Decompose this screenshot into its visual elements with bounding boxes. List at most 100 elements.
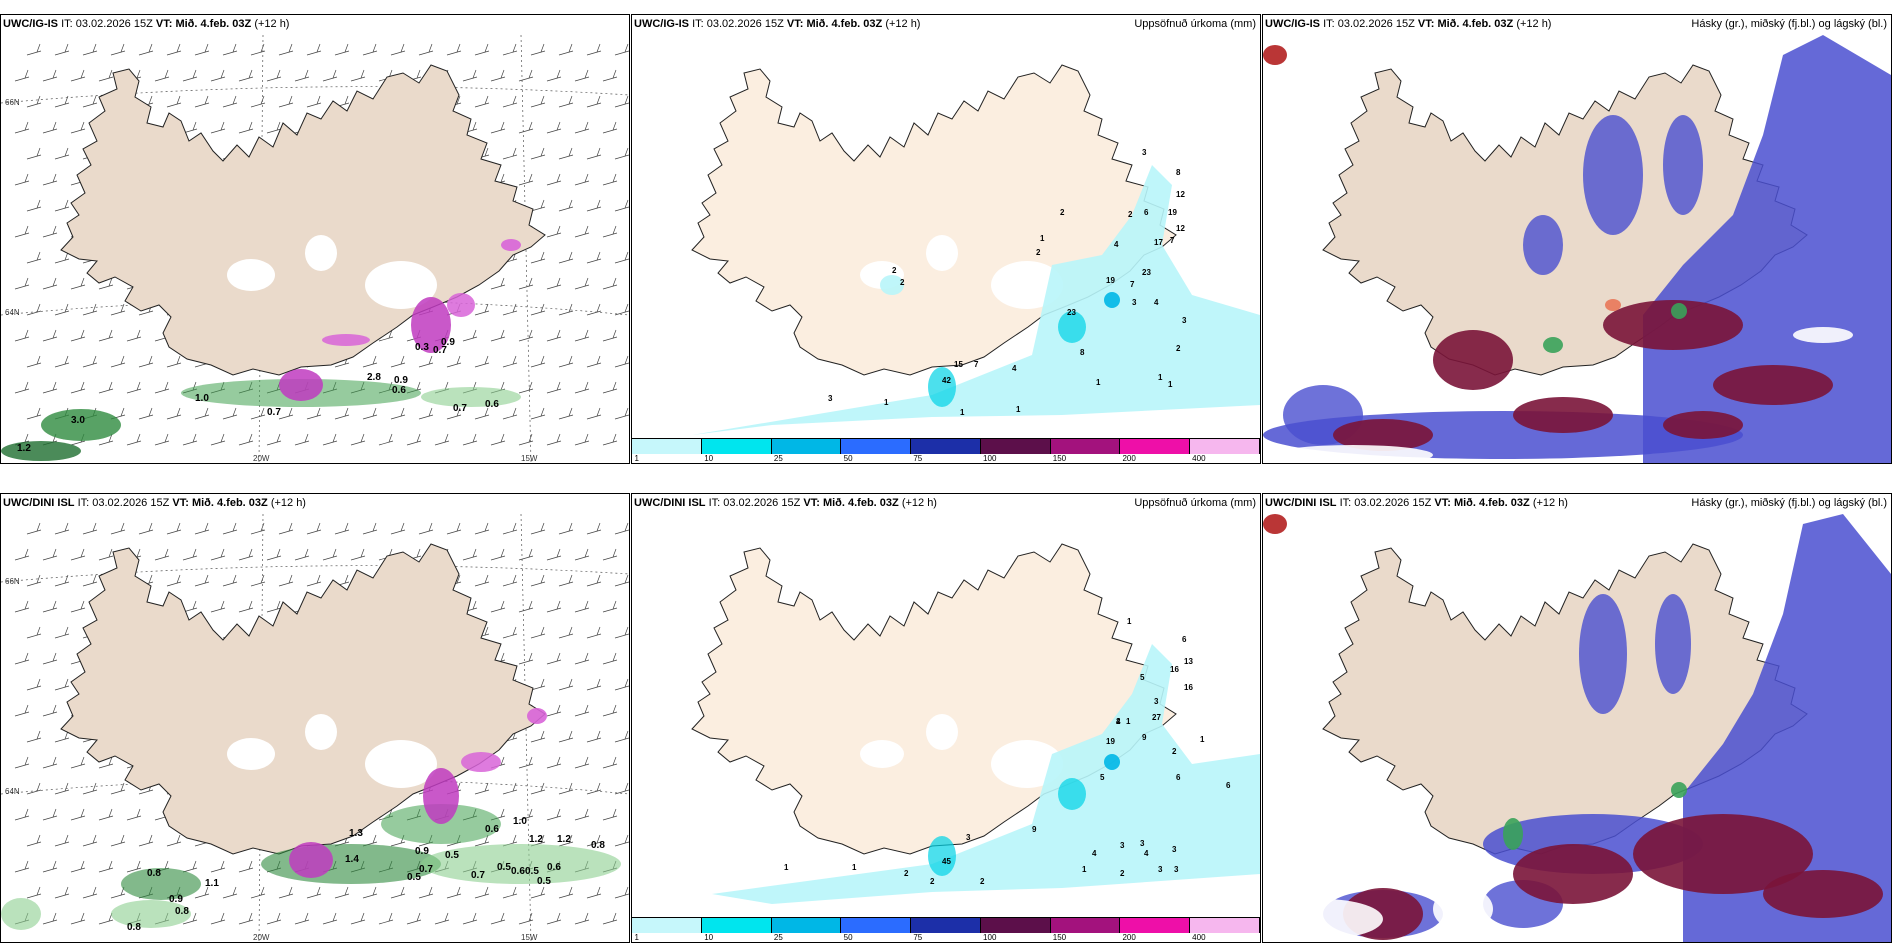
value-label: 4 xyxy=(1012,364,1017,373)
colorbar-label: 200 xyxy=(1122,454,1136,463)
svg-text:66N: 66N xyxy=(5,577,20,586)
value-label: 6 xyxy=(1176,773,1181,782)
value-label: 1 xyxy=(1158,373,1163,382)
value-label: 3.0 xyxy=(71,415,85,426)
value-label: 1.3 xyxy=(349,828,363,839)
value-label: 16 xyxy=(1170,665,1179,674)
panel-right-title: Uppsöfnuð úrkoma (mm) xyxy=(1134,497,1256,509)
svg-text:15W: 15W xyxy=(521,454,538,463)
colorbar-swatch xyxy=(1190,439,1260,454)
colorbar-label: 25 xyxy=(773,454,783,463)
value-label: 23 xyxy=(1067,308,1076,317)
map-clouds-igis xyxy=(1263,35,1891,463)
value-label: 15 xyxy=(954,360,963,369)
colorbar-label: 400 xyxy=(1192,454,1206,463)
colorbar-swatch xyxy=(771,918,842,933)
svg-text:64N: 64N xyxy=(5,308,20,317)
colorbar-label: 100 xyxy=(983,933,997,942)
value-label: 0.7 xyxy=(471,870,485,881)
value-label: 3 xyxy=(966,833,971,842)
value-label: 9 xyxy=(1142,733,1147,742)
panel-title: UWC/DINI ISL IT: 03.02.2026 15Z VT: Mið.… xyxy=(634,497,937,509)
value-label: 3 xyxy=(1174,865,1179,874)
value-label: 3 xyxy=(1158,865,1163,874)
colorbar-swatch xyxy=(1120,918,1191,933)
colorbar-swatch xyxy=(911,918,981,933)
colorbar-swatch xyxy=(1050,918,1121,933)
colorbar-swatch xyxy=(632,439,702,454)
colorbar-swatch xyxy=(632,918,702,933)
value-label: 1 xyxy=(1040,234,1045,243)
colorbar-label: 75 xyxy=(913,454,923,463)
map-clouds-dini xyxy=(1263,514,1891,942)
value-label: 0.7 xyxy=(419,864,433,875)
value-label: 0.5 xyxy=(407,872,421,883)
value-label: 0.7 xyxy=(453,403,467,414)
value-label: 2 xyxy=(1116,717,1121,726)
value-label: 23 xyxy=(1142,268,1151,277)
value-label: 2 xyxy=(1176,344,1181,353)
value-label: 1 xyxy=(1096,378,1101,387)
colorbar-label: 100 xyxy=(983,454,997,463)
colorbar-label: 10 xyxy=(704,454,714,463)
value-label: 0.9 xyxy=(441,337,455,348)
value-label: 12 xyxy=(1176,224,1185,233)
value-label: 0.6 xyxy=(392,385,406,396)
value-label: 2 xyxy=(980,877,985,886)
colorbar-swatch xyxy=(980,918,1051,933)
colorbar-swatch xyxy=(1120,439,1191,454)
value-label: 7 xyxy=(1170,236,1175,245)
value-label: 0.6 xyxy=(485,824,499,835)
colorbar-swatch xyxy=(1190,918,1260,933)
value-label: 9 xyxy=(1032,825,1037,834)
value-label: 0.8 xyxy=(147,868,161,879)
colorbar-swatch xyxy=(771,439,842,454)
value-label: 1.2 xyxy=(17,443,31,454)
panel-clouds-igis: UWC/IG-IS IT: 03.02.2026 15Z VT: Mið. 4.… xyxy=(1262,14,1892,464)
value-label: 0.8 xyxy=(591,840,605,851)
value-label: 19 xyxy=(1106,737,1115,746)
value-label: 4 xyxy=(1154,298,1159,307)
value-label: 3 xyxy=(1140,839,1145,848)
value-label: 0.5 xyxy=(537,876,551,887)
value-label: 0.9 xyxy=(415,846,429,857)
value-label: 6 xyxy=(1182,635,1187,644)
panel-title: UWC/IG-IS IT: 03.02.2026 15Z VT: Mið. 4.… xyxy=(3,18,290,30)
panel-icing-dini: UWC/DINI ISL IT: 03.02.2026 15Z VT: Mið.… xyxy=(0,493,630,943)
value-label: 5 xyxy=(1100,773,1105,782)
colorbar-swatch xyxy=(701,439,772,454)
svg-text:66N: 66N xyxy=(5,98,20,107)
value-label: 1.2 xyxy=(557,834,571,845)
value-label: 4 xyxy=(1092,849,1097,858)
value-label: 0.6 xyxy=(511,866,525,877)
value-label: 3 xyxy=(1172,845,1177,854)
colorbar-label: 25 xyxy=(773,933,783,942)
value-label: 1 xyxy=(1168,380,1173,389)
value-label: 1.1 xyxy=(205,878,219,889)
value-label: 4 xyxy=(1144,849,1149,858)
panel-precip-igis: UWC/IG-IS IT: 03.02.2026 15Z VT: Mið. 4.… xyxy=(631,14,1261,464)
precip-colorbar: 1 10 25 50 75 100 150 200 400 xyxy=(632,438,1260,463)
colorbar-swatch xyxy=(1050,439,1121,454)
value-label: 19 xyxy=(1168,208,1177,217)
panel-title: UWC/DINI ISL IT: 03.02.2026 15Z VT: Mið.… xyxy=(1265,497,1568,509)
value-label: 4 xyxy=(1116,717,1121,726)
svg-text:20W: 20W xyxy=(253,454,270,463)
value-label: 3 xyxy=(1154,697,1159,706)
value-label: 1 xyxy=(852,863,857,872)
colorbar-swatch xyxy=(980,439,1051,454)
value-label: 0.5 xyxy=(445,850,459,861)
svg-text:15W: 15W xyxy=(521,933,538,942)
value-label: 3 xyxy=(828,394,833,403)
value-label: 0.6 xyxy=(547,862,561,873)
value-label: 3 xyxy=(1142,148,1147,157)
value-label: 4 xyxy=(1114,240,1119,249)
colorbar-label: 75 xyxy=(913,933,923,942)
value-label: 2 xyxy=(1036,248,1041,257)
value-label: 2 xyxy=(930,877,935,886)
value-label: 1 xyxy=(960,408,965,417)
value-label: 19 xyxy=(1106,276,1115,285)
panel-title: UWC/IG-IS IT: 03.02.2026 15Z VT: Mið. 4.… xyxy=(634,18,921,30)
value-label: 2 xyxy=(1120,869,1125,878)
value-label: 0.8 xyxy=(127,922,141,933)
